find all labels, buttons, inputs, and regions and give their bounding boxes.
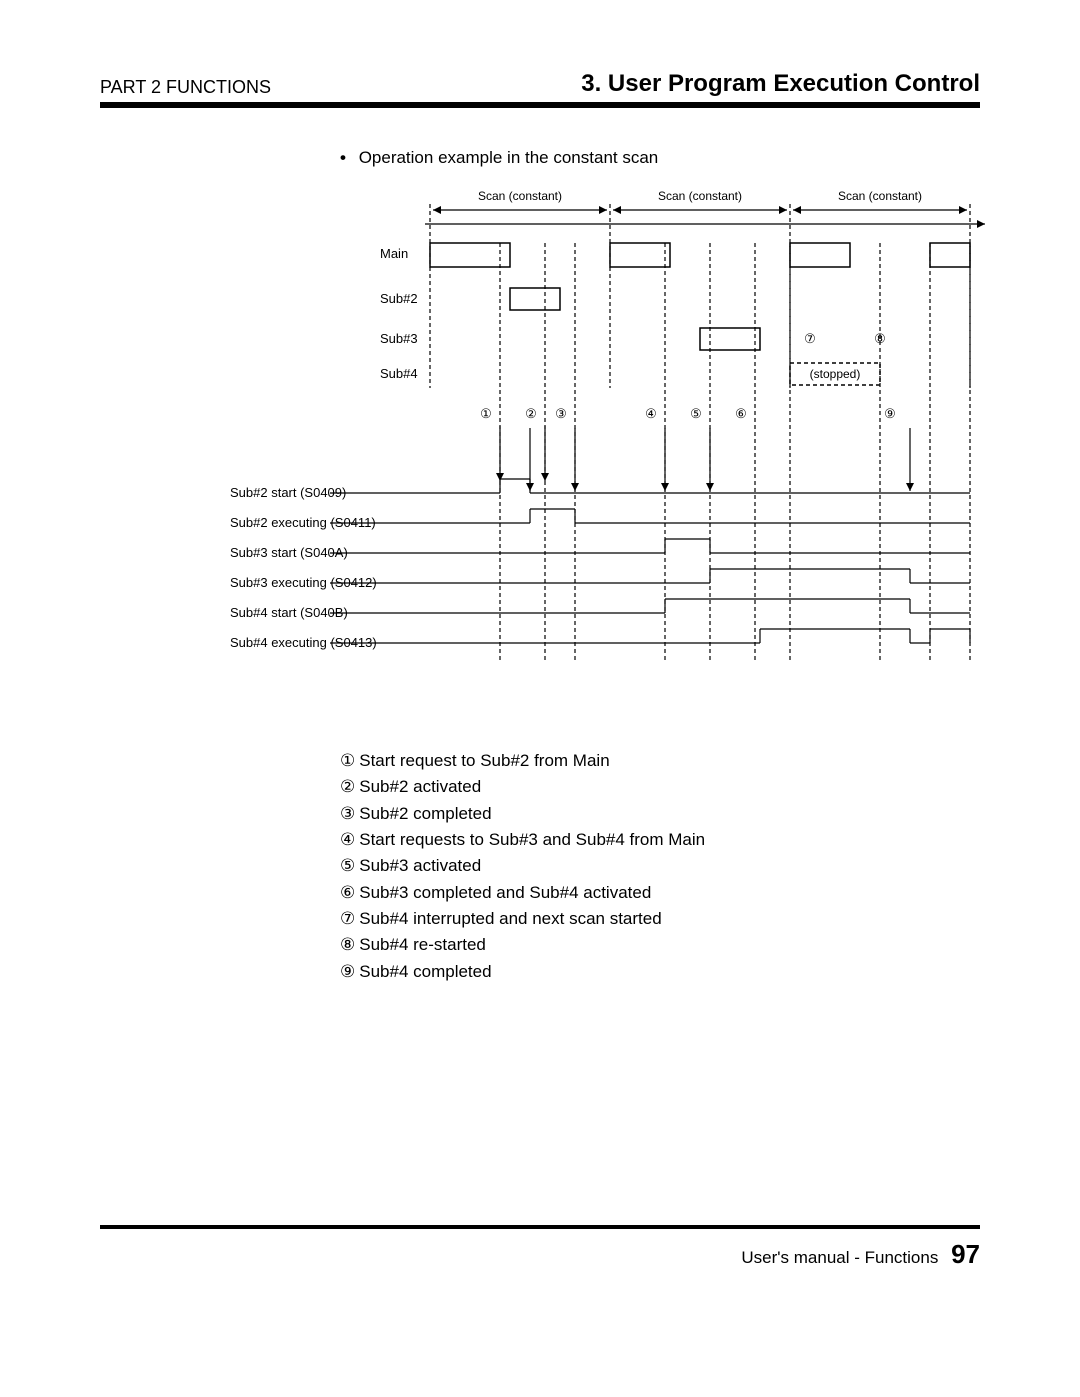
- legend-item: ①Start request to Sub#2 from Main: [340, 748, 980, 774]
- legend-item: ⑦Sub#4 interrupted and next scan started: [340, 906, 980, 932]
- legend-text: Sub#4 re-started: [359, 932, 486, 958]
- svg-text:⑨: ⑨: [884, 406, 896, 421]
- legend-item: ⑥Sub#3 completed and Sub#4 activated: [340, 880, 980, 906]
- legend-text: Sub#4 completed: [359, 959, 491, 985]
- legend-text: Sub#4 interrupted and next scan started: [359, 906, 661, 932]
- svg-text:⑤: ⑤: [690, 406, 702, 421]
- svg-text:(stopped): (stopped): [810, 367, 861, 381]
- legend-text: Start requests to Sub#3 and Sub#4 from M…: [359, 827, 705, 853]
- part-label: PART 2 FUNCTIONS: [100, 77, 271, 98]
- svg-text:Sub#2 start (S0409): Sub#2 start (S0409): [230, 485, 346, 500]
- footer-text: User's manual - Functions: [741, 1248, 938, 1267]
- legend-number: ⑥: [340, 880, 355, 906]
- legend-number: ②: [340, 774, 355, 800]
- legend-number: ③: [340, 801, 355, 827]
- legend-text: Sub#3 completed and Sub#4 activated: [359, 880, 651, 906]
- legend-text: Sub#2 activated: [359, 774, 481, 800]
- svg-text:Sub#4: Sub#4: [380, 366, 418, 381]
- legend-number: ①: [340, 748, 355, 774]
- section-subtitle: • Operation example in the constant scan: [340, 148, 980, 168]
- legend-number: ⑨: [340, 959, 355, 985]
- legend-list: ①Start request to Sub#2 from Main②Sub#2 …: [340, 748, 980, 985]
- timing-diagram: Scan (constant) Scan (constant) Scan (cons…: [230, 188, 990, 708]
- svg-text:Scan (constant): Scan (constant): [838, 189, 922, 203]
- svg-text:Sub#2: Sub#2: [380, 291, 418, 306]
- legend-item: ②Sub#2 activated: [340, 774, 980, 800]
- legend-item: ⑤Sub#3 activated: [340, 853, 980, 879]
- legend-item: ⑧Sub#4 re-started: [340, 932, 980, 958]
- legend-item: ④Start requests to Sub#3 and Sub#4 from …: [340, 827, 980, 853]
- page-number: 97: [951, 1239, 980, 1269]
- svg-text:Sub#3: Sub#3: [380, 331, 418, 346]
- svg-text:⑥: ⑥: [735, 406, 747, 421]
- bullet-icon: •: [340, 148, 346, 167]
- svg-text:⑦: ⑦: [804, 331, 816, 346]
- svg-text:③: ③: [555, 406, 567, 421]
- chapter-title: 3. User Program Execution Control: [581, 70, 980, 98]
- svg-text:Scan (constant): Scan (constant): [478, 189, 562, 203]
- svg-text:②: ②: [525, 406, 537, 421]
- legend-number: ⑧: [340, 932, 355, 958]
- legend-number: ⑦: [340, 906, 355, 932]
- legend-item: ⑨Sub#4 completed: [340, 959, 980, 985]
- svg-text:①: ①: [480, 406, 492, 421]
- page-header: PART 2 FUNCTIONS 3. User Program Executi…: [100, 70, 980, 108]
- legend-number: ④: [340, 827, 355, 853]
- legend-text: Start request to Sub#2 from Main: [359, 748, 609, 774]
- page-footer: User's manual - Functions 97: [100, 1225, 980, 1270]
- legend-number: ⑤: [340, 853, 355, 879]
- legend-item: ③Sub#2 completed: [340, 801, 980, 827]
- svg-text:④: ④: [645, 406, 657, 421]
- svg-text:Scan (constant): Scan (constant): [658, 189, 742, 203]
- legend-text: Sub#2 completed: [359, 801, 491, 827]
- subtitle-text: Operation example in the constant scan: [359, 148, 659, 167]
- svg-text:Main: Main: [380, 246, 408, 261]
- legend-text: Sub#3 activated: [359, 853, 481, 879]
